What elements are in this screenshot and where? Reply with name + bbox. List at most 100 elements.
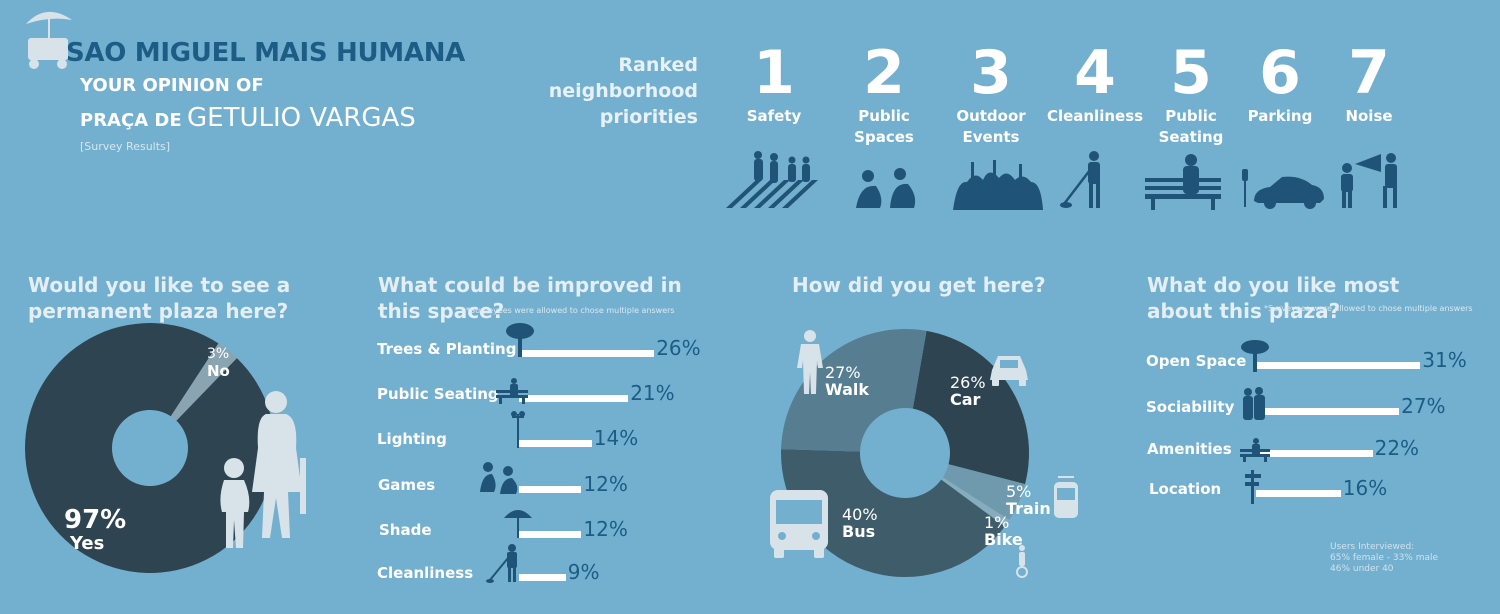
- bar-mark: [1256, 490, 1341, 497]
- pie1-label-yes: 97% Yes: [64, 506, 126, 554]
- parent-child-silhouette-icon: [220, 391, 306, 548]
- public-spaces-icon: [856, 168, 916, 208]
- pie2-car-name: Car: [950, 390, 981, 409]
- train-icon: [1054, 476, 1078, 518]
- users-note-line3: 46% under 40: [1330, 564, 1394, 574]
- pie-slice-train: [942, 464, 1026, 521]
- street-lamp-icon: [511, 411, 525, 448]
- likes-multiple-answers-note: *Surveyees were allowed to chose multipl…: [1264, 304, 1473, 313]
- bar-value-label: 21%: [630, 381, 675, 405]
- priority-7: 7 Noise: [1314, 40, 1424, 127]
- tree-icon: [1241, 340, 1269, 372]
- bar-value-label: 31%: [1422, 348, 1467, 372]
- bar-label: Sociability: [1146, 398, 1235, 416]
- pie-slice-no: [170, 343, 237, 421]
- users-interviewed-note: Users Interviewed: 65% female - 33% male…: [1330, 542, 1438, 575]
- priority-rank: 7: [1348, 38, 1390, 108]
- outdoor-events-crowd-icon: [953, 160, 1043, 210]
- bar-label: Public Seating: [377, 385, 499, 403]
- bar-mark: [1256, 362, 1421, 369]
- bar-mark: [519, 350, 655, 357]
- bar-label: Lighting: [377, 430, 447, 448]
- games-children-icon: [480, 462, 518, 494]
- bar-mark: [1256, 450, 1373, 457]
- priority-5: 5 Public Seating: [1136, 40, 1246, 148]
- bar-value-label: 14%: [593, 426, 639, 450]
- priority-label: Safety: [746, 107, 802, 125]
- pie2-label-bike: 1% Bike: [984, 514, 1023, 548]
- bar-label: Games: [378, 476, 436, 494]
- priority-rank: 5: [1170, 38, 1212, 108]
- bar-value-label: 16%: [1342, 476, 1388, 500]
- question-improvements: What could be improved in this space?: [378, 273, 682, 323]
- bar-mark: [519, 440, 592, 447]
- signpost-icon: [1245, 470, 1261, 504]
- bar-label: Cleanliness: [377, 564, 474, 582]
- pie2-train-pct: 5%: [1006, 482, 1032, 501]
- bicycle-rider-icon: [1016, 545, 1028, 578]
- priority-4: 4 Cleanliness: [1040, 40, 1150, 127]
- bar-mark: [519, 395, 629, 402]
- priority-6: 6 Parking: [1225, 40, 1335, 127]
- car-icon: [990, 356, 1028, 386]
- subtitle-place-name: GETULIO VARGAS: [187, 103, 416, 133]
- bar-label: Trees & Planting: [377, 340, 517, 358]
- bar-value-label: 26%: [656, 336, 701, 360]
- subtitle-prefix: PRAÇA DE: [80, 110, 182, 131]
- pie2-walk-name: Walk: [825, 380, 869, 399]
- pie1-label-no: 3% No: [207, 346, 230, 380]
- transport-donut-chart: [781, 329, 1029, 577]
- page-title: SAO MIGUEL MAIS HUMANA: [66, 38, 465, 68]
- bar-mark: [1256, 408, 1400, 415]
- safety-crosswalk-icon: [726, 151, 818, 208]
- pie2-label-train: 5% Train: [1006, 483, 1051, 517]
- pie1-yes-pct: 97%: [64, 505, 127, 535]
- pie1-yes-name: Yes: [70, 533, 105, 554]
- priority-3: 3 Outdoor Events: [936, 40, 1046, 148]
- bus-icon: [770, 490, 828, 558]
- permanent-plaza-donut-chart: [24, 323, 275, 573]
- bar-value-label: 12%: [583, 517, 628, 541]
- pie2-bike-pct: 1%: [984, 513, 1010, 532]
- pie2-train-name: Train: [1006, 499, 1051, 518]
- pie-slice-car: [912, 330, 1029, 485]
- priority-label: Public Spaces: [854, 107, 914, 146]
- public-seating-bench-icon: [1145, 154, 1221, 210]
- question-transport: How did you get here?: [792, 273, 1046, 297]
- survey-results-note: [Survey Results]: [80, 140, 171, 153]
- pie-slice-bike: [941, 477, 1010, 527]
- tree-icon: [506, 323, 534, 357]
- bar-label: Amenities: [1147, 440, 1232, 458]
- priority-2: 2 Public Spaces: [829, 40, 939, 148]
- bar-value-label: 27%: [1401, 394, 1446, 418]
- pie2-bike-name: Bike: [984, 530, 1023, 549]
- people-group-icon: [1243, 387, 1265, 420]
- pie2-bus-name: Bus: [842, 522, 876, 541]
- bar-label: Open Space: [1146, 352, 1247, 370]
- pie1-no-name: No: [207, 362, 230, 380]
- improvements-multiple-answers-note: *Surveyees were allowed to chose multipl…: [466, 306, 675, 315]
- bench-icon: [496, 378, 528, 404]
- pie2-label-walk: 27% Walk: [825, 364, 869, 398]
- pie2-bus-pct: 40%: [842, 505, 878, 524]
- priority-label: Outdoor Events: [956, 107, 1026, 146]
- users-note-line1: Users Interviewed:: [1330, 542, 1415, 552]
- bar-value-label: 9%: [567, 560, 600, 584]
- subtitle-line1: YOUR OPINION OF: [80, 75, 264, 96]
- priority-rank: 1: [753, 38, 795, 108]
- bar-mark: [519, 486, 582, 493]
- amenities-bench-icon: [1240, 438, 1270, 462]
- priority-label: Cleanliness: [1046, 107, 1144, 125]
- priority-rank: 6: [1259, 38, 1301, 108]
- question-likes: What do you like most about this plaza?: [1147, 273, 1400, 323]
- cleanliness-sweeper-small-icon: [486, 544, 517, 583]
- pie-slice-bus: [781, 449, 1005, 577]
- priority-1: 1 Safety: [719, 40, 829, 127]
- pie2-label-bus: 40% Bus: [842, 506, 878, 540]
- pie1-no-pct: 3%: [207, 346, 230, 362]
- pie-slice-yes: [24, 323, 275, 573]
- priorities-heading: Ranked neighborhood priorities: [548, 54, 698, 128]
- bar-value-label: 22%: [1374, 436, 1420, 460]
- cleanliness-sweeper-icon: [1060, 151, 1100, 208]
- pie2-walk-pct: 27%: [825, 363, 861, 382]
